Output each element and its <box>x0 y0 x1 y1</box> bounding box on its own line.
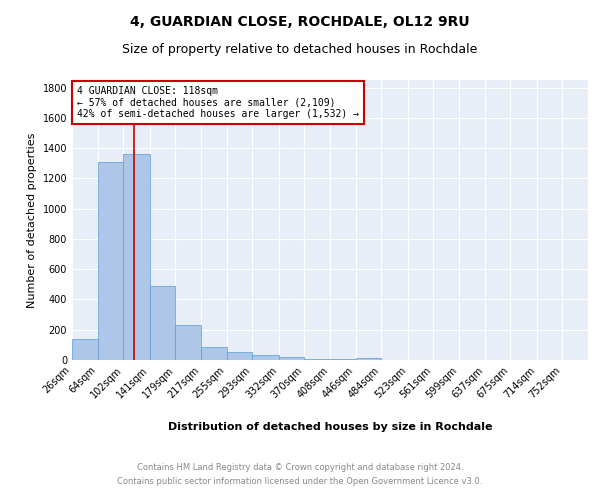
Bar <box>98 162 124 360</box>
Bar <box>201 347 227 360</box>
Bar <box>149 286 175 360</box>
Bar <box>72 339 98 360</box>
Text: Contains public sector information licensed under the Open Government Licence v3: Contains public sector information licen… <box>118 478 482 486</box>
Text: Distribution of detached houses by size in Rochdale: Distribution of detached houses by size … <box>168 422 492 432</box>
Text: Contains HM Land Registry data © Crown copyright and database right 2024.: Contains HM Land Registry data © Crown c… <box>137 462 463 471</box>
Text: 4, GUARDIAN CLOSE, ROCHDALE, OL12 9RU: 4, GUARDIAN CLOSE, ROCHDALE, OL12 9RU <box>130 15 470 29</box>
Y-axis label: Number of detached properties: Number of detached properties <box>27 132 37 308</box>
Bar <box>253 356 278 360</box>
Bar <box>175 325 201 360</box>
Bar <box>356 358 382 360</box>
Text: 4 GUARDIAN CLOSE: 118sqm
← 57% of detached houses are smaller (2,109)
42% of sem: 4 GUARDIAN CLOSE: 118sqm ← 57% of detach… <box>77 86 359 119</box>
Bar <box>330 359 356 360</box>
Text: Size of property relative to detached houses in Rochdale: Size of property relative to detached ho… <box>122 42 478 56</box>
Bar <box>124 154 149 360</box>
Bar <box>278 357 304 360</box>
Bar <box>304 359 330 360</box>
Bar <box>227 352 253 360</box>
